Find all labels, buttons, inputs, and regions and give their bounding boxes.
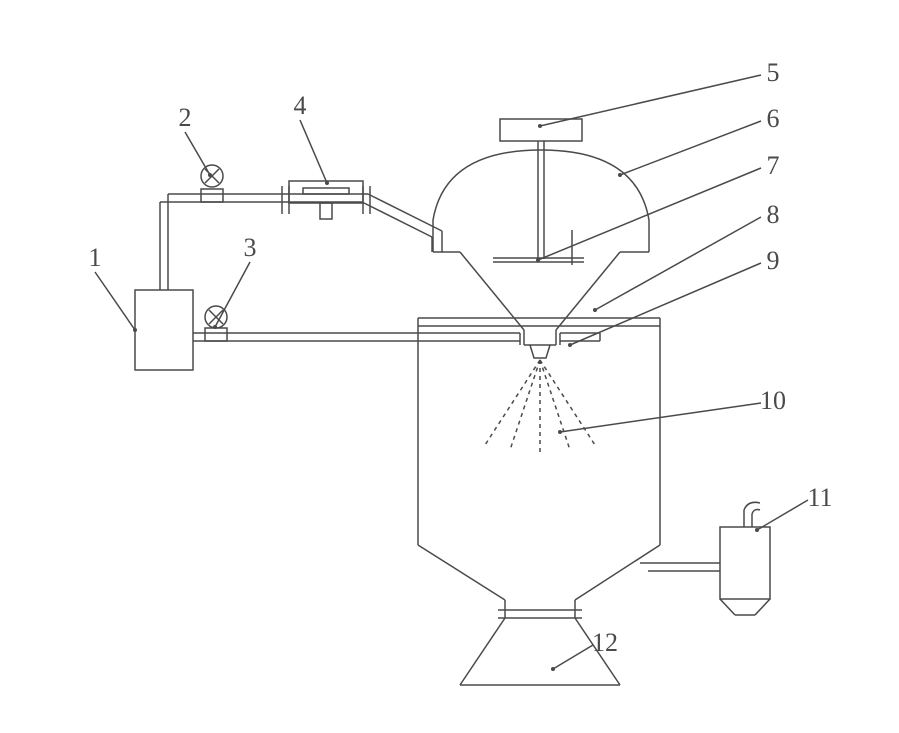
leader-lines <box>95 75 808 671</box>
leader-dot-1 <box>133 328 137 332</box>
spray <box>485 360 595 455</box>
label-8: 8 <box>767 200 780 229</box>
leader-dot-6 <box>618 173 622 177</box>
leader-4 <box>300 120 327 183</box>
leader-dot-8 <box>593 308 597 312</box>
leader-dot-12 <box>551 667 555 671</box>
leader-12 <box>553 645 593 669</box>
leader-8 <box>595 217 761 310</box>
label-6: 6 <box>767 104 780 133</box>
callout-numbers: 123456789101112 <box>89 58 833 657</box>
leader-dot-4 <box>325 181 329 185</box>
label-10: 10 <box>760 386 786 415</box>
leader-5 <box>540 75 761 126</box>
riser-pipe <box>160 194 168 290</box>
shaft <box>538 141 544 259</box>
gas-supply-box <box>135 290 193 370</box>
motor <box>500 119 582 141</box>
leader-dot-3 <box>213 325 217 329</box>
atomizer-schematic: 123456789101112 <box>0 0 899 733</box>
leader-dot-7 <box>536 258 540 262</box>
upper-vessel <box>433 150 649 345</box>
bottom-pipe <box>193 333 520 341</box>
leader-3 <box>215 262 250 327</box>
leader-6 <box>620 121 761 175</box>
leader-dot-11 <box>755 528 759 532</box>
leader-dot-2 <box>208 173 212 177</box>
flowmeter-top <box>201 165 223 202</box>
label-5: 5 <box>767 58 780 87</box>
leader-dot-5 <box>538 124 542 128</box>
top-valve <box>282 181 370 219</box>
leader-9 <box>570 263 761 345</box>
leader-2 <box>185 132 210 175</box>
label-12: 12 <box>592 628 618 657</box>
label-11: 11 <box>807 483 832 512</box>
label-1: 1 <box>89 243 102 272</box>
leader-11 <box>757 500 808 530</box>
leader-dot-10 <box>558 430 562 434</box>
leader-dot-9 <box>568 343 572 347</box>
label-9: 9 <box>767 246 780 275</box>
label-4: 4 <box>294 91 307 120</box>
label-2: 2 <box>179 103 192 132</box>
leader-1 <box>95 272 135 330</box>
label-3: 3 <box>244 233 257 262</box>
label-7: 7 <box>767 151 780 180</box>
